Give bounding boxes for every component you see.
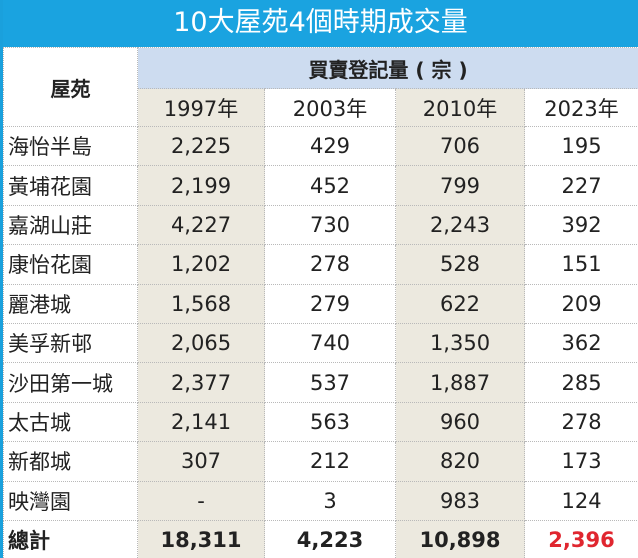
estate-name: 麗港城 [3, 283, 138, 324]
table-row: 海怡半島 2,225 429 706 195 [3, 125, 638, 167]
estate-name: 美孚新邨 [3, 322, 138, 364]
estate-name: 康怡花園 [3, 244, 138, 285]
value-cell: 307 [137, 441, 265, 482]
value-cell: 2,065 [137, 322, 265, 364]
value-cell: 528 [395, 244, 525, 285]
value-cell: 960 [395, 401, 525, 443]
table-row: 新都城 307 212 820 173 [3, 441, 638, 482]
value-cell: 1,887 [395, 362, 525, 403]
value-cell: 285 [523, 362, 638, 403]
table-row: 黃埔花園 2,199 452 799 227 [3, 165, 638, 206]
table-row: 美孚新邨 2,065 740 1,350 362 [3, 322, 638, 364]
value-cell: 2,396 [523, 519, 638, 558]
table-row: 沙田第一城 2,377 537 1,887 285 [3, 362, 638, 403]
value-cell: 2,243 [395, 204, 525, 246]
value-cell: 392 [523, 204, 638, 246]
value-cell: 983 [395, 480, 525, 521]
value-cell: 2,225 [137, 125, 265, 167]
estate-name: 總計 [3, 519, 138, 558]
estate-name: 海怡半島 [3, 125, 138, 167]
value-cell: 2,199 [137, 165, 265, 206]
estate-name: 映灣園 [3, 480, 138, 521]
value-cell: 362 [523, 322, 638, 364]
value-cell: 4,227 [137, 204, 265, 246]
row-header: 屋苑 [3, 47, 138, 127]
value-cell: 2,377 [137, 362, 265, 403]
value-cell: 706 [395, 125, 525, 167]
value-cell: 209 [523, 283, 638, 324]
value-cell: 124 [523, 480, 638, 521]
column-header: 1997年 [137, 88, 265, 127]
group-header: 買賣登記量 ( 宗 ) [136, 47, 638, 89]
value-cell: 173 [523, 441, 638, 482]
value-cell: 10,898 [395, 519, 525, 558]
value-cell: 622 [395, 283, 525, 324]
value-cell: 212 [264, 441, 396, 482]
value-cell: 18,311 [137, 519, 265, 558]
table-row: 太古城 2,141 563 960 278 [3, 401, 638, 443]
value-cell: 820 [395, 441, 525, 482]
column-header: 2003年 [264, 88, 396, 127]
value-cell: 1,568 [137, 283, 265, 324]
value-cell: 429 [264, 125, 396, 167]
value-cell: 799 [395, 165, 525, 206]
estate-name: 新都城 [3, 441, 138, 482]
value-cell: 3 [264, 480, 396, 521]
value-cell: 4,223 [264, 519, 396, 558]
value-cell: 740 [264, 322, 396, 364]
value-cell: 730 [264, 204, 396, 246]
value-cell: 1,202 [137, 244, 265, 285]
value-cell: 2,141 [137, 401, 265, 443]
value-cell: 195 [523, 125, 638, 167]
table-row: 映灣園 -3 983 124 [3, 480, 638, 521]
value-cell: 278 [264, 244, 396, 285]
table-title: 10大屋苑4個時期成交量 [3, 0, 638, 47]
transactions-table: 屋苑 買賣登記量 ( 宗 ) 1997年 2003年 2010年 2023年 海怡半島… [3, 47, 638, 558]
value-cell: 279 [264, 283, 396, 324]
estate-name: 嘉湖山莊 [3, 204, 138, 246]
table-row: 麗港城 1,568 279 622 209 [3, 283, 638, 324]
value-cell: 537 [264, 362, 396, 403]
table-row: 康怡花園 1,202 278 528 151 [3, 244, 638, 285]
total-row: 總計 18,311 4,223 10,898 2,396 [3, 519, 638, 558]
value-cell: 278 [523, 401, 638, 443]
column-header: 2010年 [395, 88, 525, 127]
value-cell: 452 [264, 165, 396, 206]
value-cell: - [137, 480, 265, 521]
value-cell: 563 [264, 401, 396, 443]
estate-name: 沙田第一城 [3, 362, 138, 403]
estate-name: 黃埔花園 [3, 165, 138, 206]
estate-name: 太古城 [3, 401, 138, 443]
table-row: 嘉湖山莊 4,227 730 2,243 392 [3, 204, 638, 246]
value-cell: 227 [523, 165, 638, 206]
value-cell: 151 [523, 244, 638, 285]
column-header: 2023年 [523, 88, 638, 127]
value-cell: 1,350 [395, 322, 525, 364]
